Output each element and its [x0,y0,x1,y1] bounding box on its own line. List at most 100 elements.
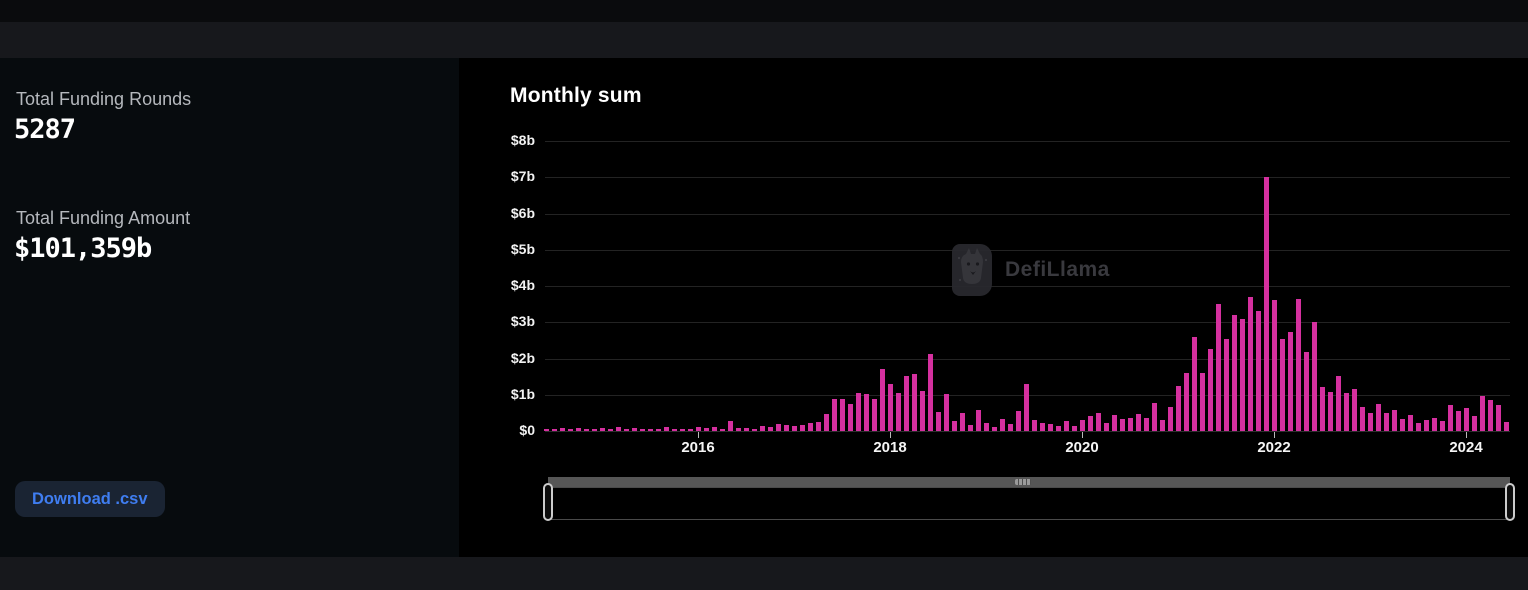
bar[interactable] [1352,389,1357,431]
bar[interactable] [1192,337,1197,431]
bar[interactable] [1264,177,1269,431]
bar[interactable] [1304,352,1309,431]
zoom-slider-grip[interactable] [1015,479,1031,485]
bar[interactable] [1296,299,1301,431]
zoom-slider-right-handle[interactable] [1505,483,1515,521]
bar[interactable] [752,429,757,431]
bar[interactable] [1128,418,1133,431]
bar[interactable] [776,424,781,431]
bar[interactable] [1056,426,1061,431]
zoom-slider-window[interactable] [548,487,1510,520]
bar[interactable] [928,354,933,431]
bar[interactable] [888,384,893,431]
bar[interactable] [944,394,949,431]
bar[interactable] [1384,413,1389,431]
bar[interactable] [1200,373,1205,431]
bar[interactable] [1448,405,1453,431]
bar[interactable] [1024,384,1029,431]
bar[interactable] [680,429,685,431]
bar[interactable] [880,369,885,431]
bar[interactable] [712,427,717,431]
bar[interactable] [760,426,765,431]
bar[interactable] [856,393,861,431]
bar[interactable] [1288,332,1293,431]
bar[interactable] [840,399,845,431]
bar[interactable] [1216,304,1221,431]
bar[interactable] [544,429,549,431]
bar[interactable] [1072,426,1077,431]
bar[interactable] [744,428,749,431]
bar[interactable] [1360,407,1365,431]
bar[interactable] [640,429,645,431]
bar[interactable] [1096,413,1101,431]
bar[interactable] [824,414,829,431]
bar[interactable] [1256,311,1261,431]
bar[interactable] [784,425,789,431]
bar[interactable] [1160,420,1165,431]
bar[interactable] [936,412,941,431]
bar[interactable] [1416,423,1421,431]
bar[interactable] [1208,349,1213,431]
bar[interactable] [1440,421,1445,431]
bar[interactable] [1040,423,1045,431]
bar[interactable] [1504,422,1509,431]
bar[interactable] [1496,405,1501,431]
bar[interactable] [768,427,773,431]
bar[interactable] [1088,416,1093,431]
bar[interactable] [1408,415,1413,431]
bar[interactable] [1168,407,1173,431]
bar[interactable] [912,374,917,431]
zoom-slider-left-handle[interactable] [543,483,553,521]
bar[interactable] [992,427,997,431]
bar[interactable] [664,427,669,431]
bar[interactable] [816,422,821,431]
bar[interactable] [1032,420,1037,431]
bar[interactable] [832,399,837,431]
bar[interactable] [1272,300,1277,431]
bar[interactable] [872,399,877,431]
bar[interactable] [1136,414,1141,431]
bar[interactable] [552,429,557,431]
bar[interactable] [632,428,637,431]
bar[interactable] [1368,413,1373,431]
bar[interactable] [1000,419,1005,431]
bar[interactable] [1144,418,1149,431]
bar[interactable] [1328,392,1333,431]
bar[interactable] [1184,373,1189,431]
bar[interactable] [1248,297,1253,431]
bar[interactable] [1488,400,1493,431]
bar[interactable] [920,391,925,431]
bar[interactable] [1472,416,1477,431]
bar[interactable] [696,427,701,431]
bar[interactable] [624,429,629,431]
bar[interactable] [896,393,901,431]
bar[interactable] [720,429,725,431]
bar[interactable] [584,429,589,431]
bar[interactable] [608,429,613,431]
bar[interactable] [848,404,853,431]
bar[interactable] [1008,424,1013,431]
bar[interactable] [672,429,677,431]
bar[interactable] [1480,396,1485,431]
bar[interactable] [808,423,813,431]
bar[interactable] [1392,410,1397,431]
bar[interactable] [656,429,661,431]
bar[interactable] [1080,420,1085,431]
bar[interactable] [1048,424,1053,431]
bar[interactable] [1400,419,1405,431]
bar[interactable] [1464,408,1469,431]
bar[interactable] [904,376,909,431]
bar[interactable] [984,423,989,431]
bar[interactable] [1336,376,1341,431]
bar[interactable] [1456,411,1461,431]
bar[interactable] [688,429,693,431]
bar[interactable] [1376,404,1381,431]
bar[interactable] [736,428,741,431]
bar[interactable] [728,421,733,431]
bar[interactable] [1152,403,1157,431]
bar[interactable] [968,425,973,431]
bar[interactable] [792,426,797,431]
bar[interactable] [560,428,565,431]
bar[interactable] [1344,393,1349,431]
download-csv-button[interactable]: Download .csv [15,481,165,517]
